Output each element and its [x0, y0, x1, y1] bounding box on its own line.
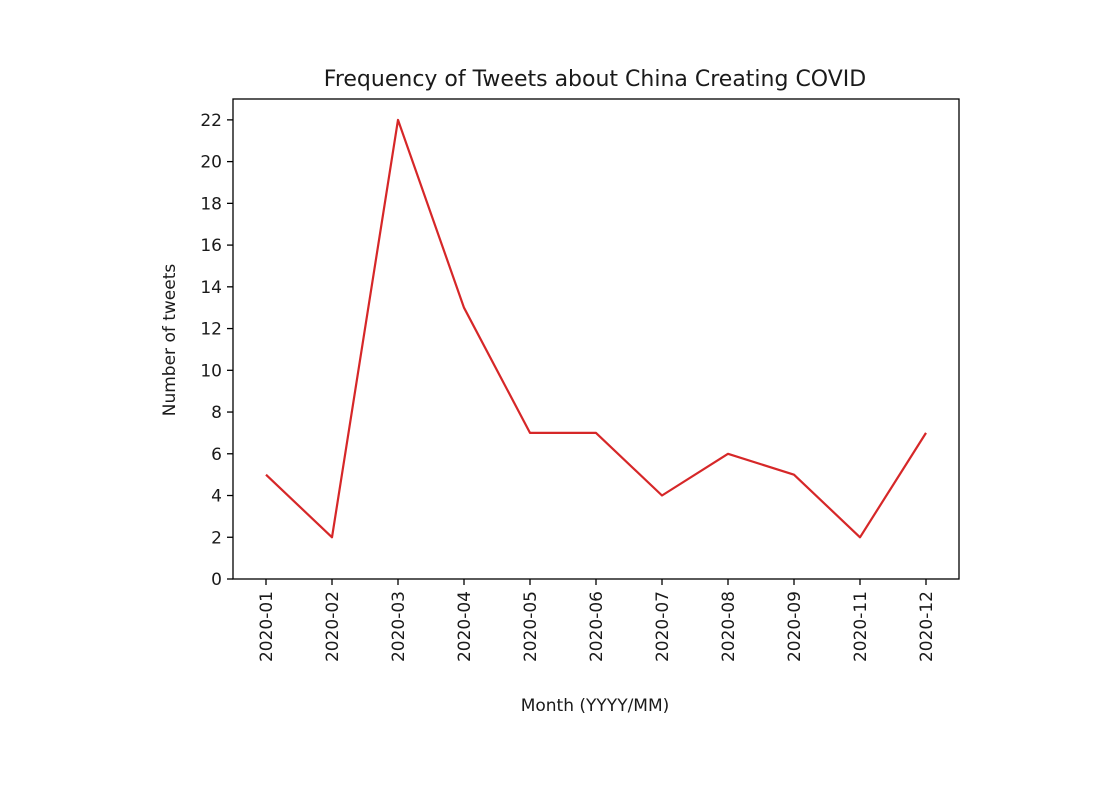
y-tick-label: 6	[211, 445, 222, 465]
data-point	[792, 473, 796, 477]
y-tick-label: 4	[211, 487, 222, 507]
data-point	[330, 535, 334, 539]
x-tick-label: 2020-06	[587, 591, 607, 662]
x-tick-label: 2020-09	[785, 591, 805, 662]
x-tick-label: 2020-01	[257, 591, 277, 662]
x-tick-label: 2020-05	[521, 591, 541, 662]
y-tick-label: 10	[200, 361, 222, 381]
x-tick-label: 2020-12	[917, 591, 937, 662]
x-tick-label: 2020-07	[653, 591, 673, 662]
series-group	[264, 118, 928, 539]
y-axis-title: Number of tweets	[160, 264, 180, 417]
data-point	[726, 452, 730, 456]
x-tick-label: 2020-08	[719, 591, 739, 662]
x-axis: 2020-01 2020-02 2020-03 2020-04 2020-05 2020-…	[257, 579, 937, 662]
y-tick-label: 22	[200, 111, 222, 131]
data-point	[264, 473, 268, 477]
data-point	[594, 431, 598, 435]
data-point	[924, 431, 928, 435]
x-axis-title: Month (YYYY/MM)	[521, 696, 670, 716]
y-tick-label: 0	[211, 570, 222, 590]
data-point	[462, 306, 466, 310]
x-tick-label: 2020-04	[455, 591, 475, 662]
data-point	[858, 535, 862, 539]
data-point	[396, 118, 400, 122]
y-tick-label: 8	[211, 403, 222, 423]
y-tick-label: 20	[200, 153, 222, 173]
y-tick-label: 16	[200, 236, 222, 256]
x-tick-label: 2020-02	[323, 591, 343, 662]
chart-title: Frequency of Tweets about China Creating…	[324, 67, 866, 92]
y-tick-label: 2	[211, 528, 222, 548]
y-tick-label: 14	[200, 278, 222, 298]
plot-area-frame	[232, 98, 960, 580]
y-tick-label: 18	[200, 194, 222, 214]
data-point	[660, 494, 664, 498]
y-tick-label: 12	[200, 320, 222, 340]
x-tick-label: 2020-03	[389, 591, 409, 662]
data-point	[528, 431, 532, 435]
y-axis: 0 2 4 6 8 10 12 14 16 18 20 22	[200, 111, 233, 590]
series-line	[265, 118, 927, 539]
x-tick-label: 2020-11	[851, 591, 871, 662]
